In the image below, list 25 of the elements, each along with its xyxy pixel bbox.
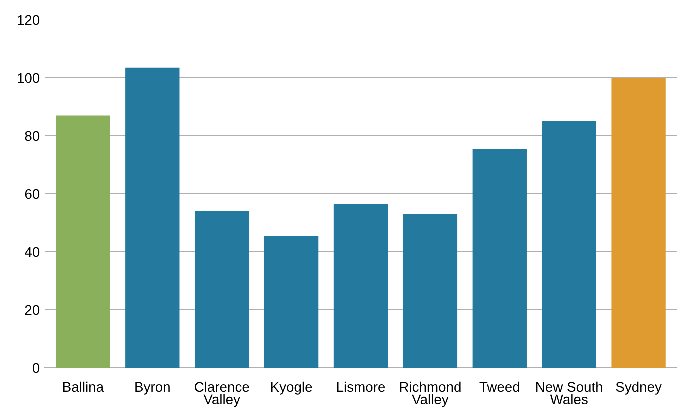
x-tick-label: Ballina [63,382,104,392]
bar [264,236,319,368]
x-tick-label: New South Wales [536,382,602,405]
x-tick-label: Lismore [337,382,386,392]
bar [472,149,527,368]
y-tick-label: 100 [18,73,40,84]
x-tick-label: Byron [136,382,170,395]
bar [334,204,388,368]
y-tick-label: 120 [18,15,40,26]
y-tick-label: 0 [32,363,40,374]
x-tick-label: Sydney [616,382,662,395]
x-tick-label: Richmond Valley [400,382,461,408]
x-tick-label: Tweed [480,382,520,392]
bar [403,214,458,368]
y-tick-label: 60 [25,189,40,200]
x-tick-label: Kyogle [271,382,312,395]
y-tick-label: 80 [25,131,40,142]
bar [612,78,666,368]
y-tick-label: 40 [25,247,40,258]
bar [542,122,596,368]
bar [126,68,180,368]
y-tick-label: 20 [25,305,40,316]
x-tick-label: Clarence Valley [195,382,250,408]
bar [195,211,250,368]
bar [56,116,110,368]
